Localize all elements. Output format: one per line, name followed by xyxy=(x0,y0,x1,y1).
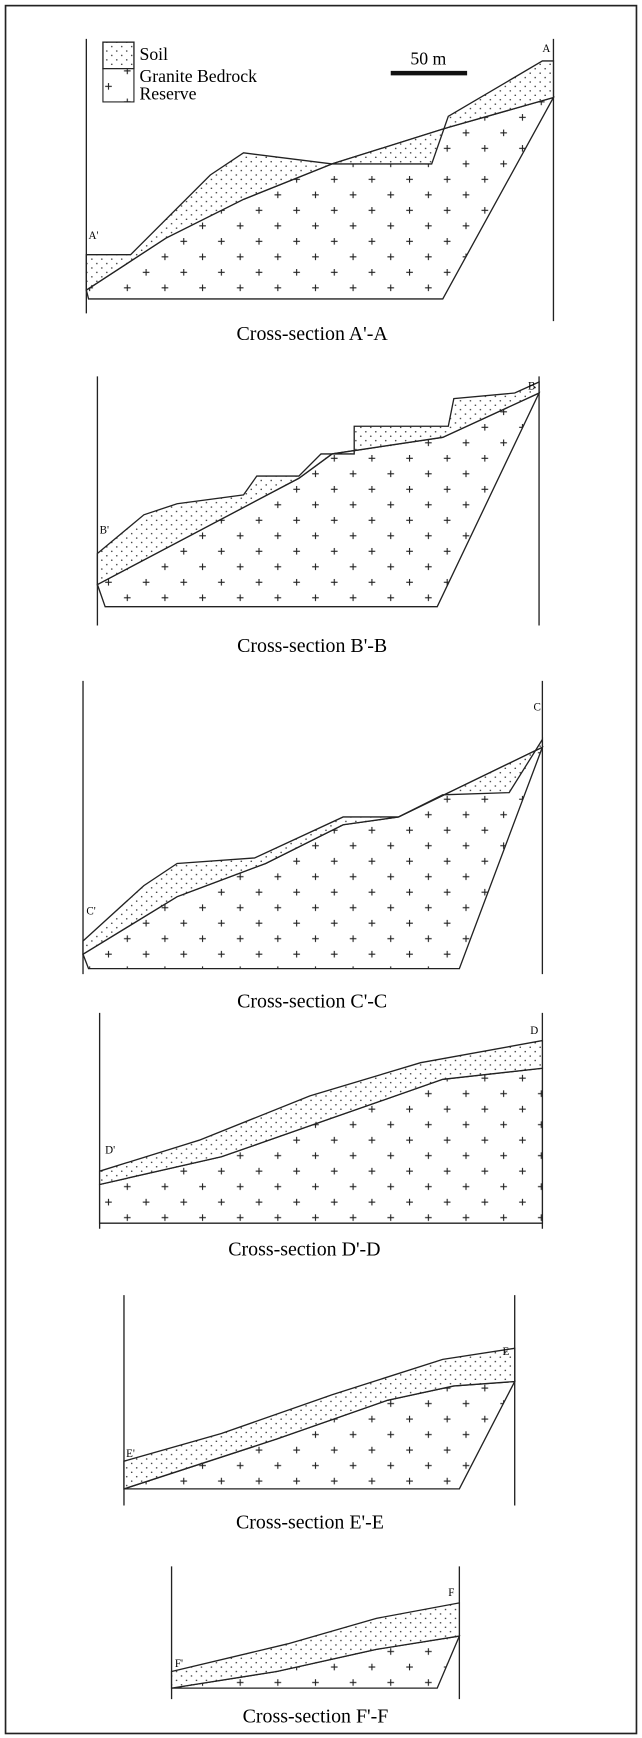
section-b: B' B Cross-section B'-B xyxy=(96,376,541,657)
start-label: E' xyxy=(126,1448,135,1460)
start-label: B' xyxy=(100,525,109,537)
legend-soil-swatch xyxy=(102,41,135,70)
legend-item: Granite Bedrock xyxy=(139,66,257,86)
section-a: A' A Cross-section A'-A xyxy=(85,38,555,345)
soil xyxy=(85,60,555,292)
start-label: F' xyxy=(175,1658,183,1670)
border xyxy=(4,4,638,1735)
soil xyxy=(82,737,544,956)
soil xyxy=(96,380,540,586)
legend-item: Soil xyxy=(139,44,168,64)
soil xyxy=(123,1347,516,1490)
caption: Cross-section E'-E xyxy=(236,1512,384,1534)
legend-item: Reserve xyxy=(139,84,196,104)
reserve xyxy=(85,96,555,300)
end-label: C xyxy=(534,702,541,714)
axis xyxy=(82,680,544,975)
soil xyxy=(170,1602,461,1689)
end-label: F xyxy=(448,1587,454,1599)
end-label: E xyxy=(503,1346,510,1358)
caption: Cross-section B'-B xyxy=(237,635,387,657)
section-c: C' C Cross-section C'-C xyxy=(82,680,544,1012)
end-label: D xyxy=(530,1025,538,1037)
section-f: F' F Cross-section F'-F xyxy=(170,1566,461,1727)
reserve xyxy=(96,391,541,608)
caption: Cross-section F'-F xyxy=(243,1705,389,1727)
caption: Cross-section D'-D xyxy=(228,1238,380,1260)
start-label: D' xyxy=(105,1144,115,1156)
start-label: A' xyxy=(89,230,99,242)
end-label: B xyxy=(528,381,535,393)
caption: Cross-section A'-A xyxy=(237,323,389,345)
scale-bar: 50 m xyxy=(390,48,468,76)
scale-label: 50 m xyxy=(410,48,446,68)
legend: Soil Granite Bedrock Reserve xyxy=(102,41,257,104)
section-e: E' E Cross-section E'-E xyxy=(123,1295,516,1534)
caption: Cross-section C'-C xyxy=(237,990,387,1012)
legend-reserve-swatch xyxy=(102,68,135,103)
start-label: C' xyxy=(86,905,95,917)
section-d: D' D Cross-section D'-D xyxy=(98,1012,544,1260)
end-label: A xyxy=(542,43,550,55)
reserve xyxy=(123,1380,516,1490)
reserve xyxy=(98,1067,544,1224)
soil xyxy=(98,1039,544,1186)
